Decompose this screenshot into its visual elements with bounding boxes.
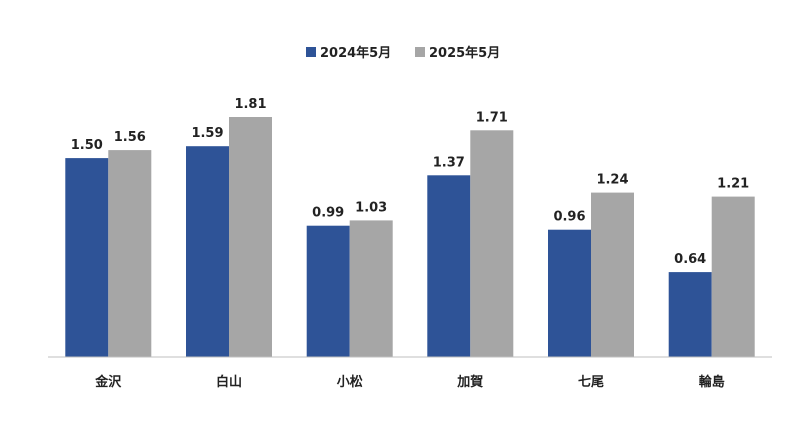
legend: 2024年5月 2025年5月	[306, 45, 500, 61]
bar-3-series-1	[470, 130, 514, 357]
legend-swatch-2025	[415, 47, 425, 57]
legend-label-2024: 2024年5月	[320, 45, 391, 61]
bar-1-series-0	[186, 146, 229, 357]
category-label-4: 七尾	[578, 375, 604, 390]
data-label-4-series-1: 1.24	[596, 173, 628, 188]
plot-area: 1.50 1.56 金沢 1.59 1.81 白山 0.99 1.03 小松 1.37 1.71 加賀…	[65, 97, 755, 390]
bar-5-series-0	[668, 272, 712, 357]
data-label-5-series-0: 0.64	[674, 252, 706, 267]
bar-3-series-0	[427, 175, 471, 357]
data-label-0-series-1: 1.56	[114, 130, 146, 145]
data-label-4-series-0: 0.96	[553, 210, 585, 225]
bar-2-series-0	[306, 225, 350, 357]
bar-4-series-0	[548, 229, 591, 357]
bar-5-series-1	[711, 196, 755, 357]
data-label-5-series-1: 1.21	[717, 177, 749, 192]
category-label-1: 白山	[216, 374, 242, 390]
data-label-3-series-0: 1.37	[433, 155, 465, 170]
legend-label-2025: 2025年5月	[429, 45, 500, 61]
category-label-2: 小松	[337, 374, 363, 390]
data-label-2-series-0: 0.99	[312, 206, 344, 221]
bar-0-series-1	[108, 150, 152, 357]
data-label-0-series-0: 1.50	[71, 138, 103, 153]
data-label-1-series-0: 1.59	[191, 126, 223, 141]
legend-swatch-2024	[306, 47, 316, 57]
category-label-5: 輪島	[699, 374, 725, 390]
bar-2-series-1	[349, 220, 393, 357]
category-label-3: 加賀	[456, 374, 483, 390]
category-label-0: 金沢	[94, 374, 122, 390]
bar-0-series-0	[65, 158, 109, 357]
data-label-2-series-1: 1.03	[355, 200, 387, 215]
data-label-1-series-1: 1.81	[234, 97, 266, 112]
data-label-3-series-1: 1.71	[476, 110, 508, 125]
bar-1-series-1	[229, 117, 272, 357]
bar-4-series-1	[591, 192, 634, 357]
